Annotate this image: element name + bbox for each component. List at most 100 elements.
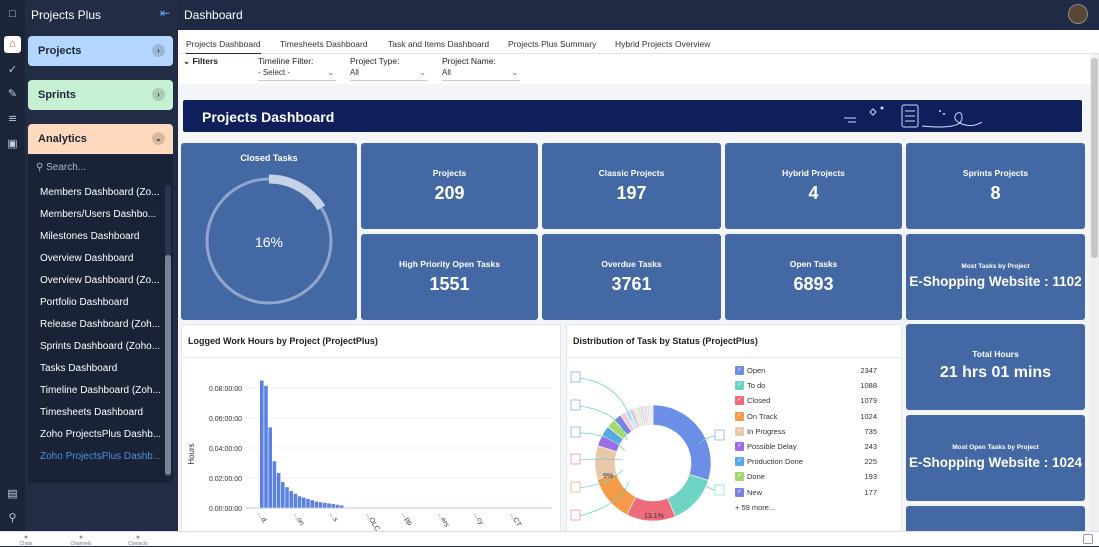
donut-slice[interactable]: [667, 474, 709, 517]
kpi-most-open-card[interactable]: Most Open Tasks by Project E-Shopping We…: [906, 415, 1085, 501]
timeline-filter-select[interactable]: - Select - ⌄: [258, 68, 336, 81]
legend-item[interactable]: ✓ Closed 1079: [735, 395, 885, 409]
bar[interactable]: [260, 380, 264, 508]
bar[interactable]: [268, 427, 272, 508]
legend-checkbox[interactable]: ✓: [735, 411, 744, 421]
sidebar-item-sprints[interactable]: Sprints ›: [28, 80, 173, 110]
bar[interactable]: [314, 501, 319, 509]
bar[interactable]: [272, 461, 277, 508]
main-scrollbar[interactable]: [1090, 54, 1099, 531]
chats-button[interactable]: ● Chats: [11, 534, 41, 547]
bar[interactable]: [306, 498, 310, 508]
kpi-projects-card[interactable]: Projects 209: [361, 143, 538, 229]
bar[interactable]: [310, 500, 314, 508]
list-item[interactable]: Timesheets Dashboard: [40, 407, 144, 418]
box-icon[interactable]: □: [9, 8, 16, 20]
legend-checkbox[interactable]: ✓: [735, 487, 744, 497]
zoom-icon[interactable]: ⚲: [8, 512, 17, 524]
bar[interactable]: [285, 487, 289, 508]
sidebar-item-projects[interactable]: Projects ›: [28, 36, 173, 66]
legend-item[interactable]: ✓ Possible Delay 243: [735, 441, 885, 455]
legend-item[interactable]: ✓ On Track 1024: [735, 411, 885, 425]
list-item[interactable]: Members/Users Dashbo...: [40, 209, 157, 220]
list-item[interactable]: Members Dashboard (Zo...: [40, 187, 160, 198]
sidebar-item-analytics[interactable]: Analytics ⌄: [28, 124, 173, 154]
list-item[interactable]: Milestones Dashboard: [40, 231, 140, 242]
bar[interactable]: [335, 504, 340, 508]
bar[interactable]: [318, 502, 323, 508]
donut-label-large: 13.1%: [644, 513, 664, 520]
bar[interactable]: [276, 472, 281, 508]
kpi-classic-projects-card[interactable]: Classic Projects 197: [542, 143, 721, 229]
donut-slice[interactable]: [652, 404, 712, 481]
donut-slice[interactable]: [651, 404, 654, 426]
bar[interactable]: [281, 482, 285, 508]
home-icon[interactable]: ⌂: [4, 36, 21, 53]
legend-checkbox[interactable]: ✓: [735, 472, 744, 482]
list-item[interactable]: Sprints Dashboard (Zoho...: [40, 341, 160, 352]
project-name-select[interactable]: All ⌄: [442, 68, 520, 81]
check-icon[interactable]: ✓: [7, 64, 18, 76]
dashboard-search-input[interactable]: ⚲ Search...: [28, 155, 173, 181]
tab-projects-dashboard[interactable]: Projects Dashboard: [186, 39, 261, 55]
bar[interactable]: [302, 497, 306, 508]
legend-item[interactable]: ✓ In Progress 735: [735, 426, 885, 440]
closed-tasks-card[interactable]: Closed Tasks 16%: [181, 143, 357, 320]
scrollbar-thumb[interactable]: [1091, 58, 1098, 258]
list-item[interactable]: Overview Dashboard (Zo...: [40, 275, 160, 286]
image-icon[interactable]: ▣: [7, 138, 18, 150]
legend-item[interactable]: ✓ New 177: [735, 487, 885, 501]
bar[interactable]: [297, 496, 302, 508]
kpi-overdue-tasks-card[interactable]: Overdue Tasks 3761: [542, 234, 721, 320]
legend-checkbox[interactable]: ✓: [735, 396, 744, 406]
list-item[interactable]: Portfolio Dashboard: [40, 297, 129, 308]
avatar[interactable]: [1068, 4, 1088, 24]
tab-hybrid-projects-overview[interactable]: Hybrid Projects Overview: [615, 39, 711, 49]
bar[interactable]: [293, 493, 298, 508]
legend-checkbox[interactable]: ✓: [735, 381, 744, 391]
channels-button[interactable]: ● Channels: [66, 534, 96, 547]
bar[interactable]: [327, 503, 331, 508]
collapse-sidebar-icon[interactable]: ⇤: [160, 6, 171, 20]
legend-more-link[interactable]: + 59 more...: [735, 503, 776, 512]
bar[interactable]: [331, 504, 335, 508]
list-item[interactable]: Timeline Dashboard (Zoh...: [40, 385, 160, 396]
project-type-select[interactable]: All ⌄: [350, 68, 428, 81]
legend-item[interactable]: ✓ To do 1088: [735, 380, 885, 394]
chevron-down-icon: ⌄: [183, 56, 191, 66]
kpi-sprints-projects-card[interactable]: Sprints Projects 8: [906, 143, 1085, 229]
kpi-open-tasks-card[interactable]: Open Tasks 6893: [725, 234, 902, 320]
tab-task-items-dashboard[interactable]: Task and Items Dashboard: [388, 39, 490, 49]
legend-item[interactable]: ✓ Done 193: [735, 471, 885, 485]
kpi-total-hours-card[interactable]: Total Hours 21 hrs 01 mins: [906, 324, 1085, 410]
tab-timesheets-dashboard[interactable]: Timesheets Dashboard: [280, 39, 368, 49]
list-item[interactable]: Release Dashboard (Zoh...: [40, 319, 160, 330]
legend-checkbox[interactable]: ✓: [735, 442, 744, 451]
chat-window-icon[interactable]: [1083, 534, 1093, 544]
bar[interactable]: [339, 505, 344, 508]
contacts-button[interactable]: ● Contacts: [123, 534, 153, 547]
list-item-active[interactable]: Zoho ProjectsPlus Dashb...: [40, 451, 160, 462]
sidebar-scrollbar[interactable]: [165, 185, 171, 477]
legend-checkbox[interactable]: ✓: [735, 457, 744, 467]
kpi-hybrid-projects-card[interactable]: Hybrid Projects 4: [725, 143, 902, 229]
report-icon[interactable]: ▤: [7, 488, 18, 500]
bar[interactable]: [289, 491, 293, 508]
kpi-high-priority-card[interactable]: High Priority Open Tasks 1551: [361, 234, 538, 320]
legend-item[interactable]: ✓ Open 2347: [735, 365, 885, 379]
chart-icon[interactable]: ≌: [7, 113, 18, 125]
kpi-card-partial[interactable]: [906, 506, 1085, 531]
bar[interactable]: [264, 385, 268, 508]
scrollbar-thumb[interactable]: [165, 255, 171, 475]
list-item[interactable]: Overview Dashboard: [40, 253, 134, 264]
legend-item[interactable]: ✓ Production Done 225: [735, 456, 885, 470]
list-item[interactable]: Tasks Dashboard: [40, 363, 118, 374]
legend-checkbox[interactable]: ✓: [735, 426, 744, 436]
kpi-most-tasks-card[interactable]: Most Tasks by Project E-Shopping Website…: [906, 234, 1085, 320]
bar[interactable]: [323, 502, 327, 508]
pencil-icon[interactable]: ✎: [7, 88, 18, 100]
list-item[interactable]: Zoho ProjectsPlus Dashb...: [40, 429, 160, 440]
filters-toggle[interactable]: ⌄ Filters: [183, 56, 219, 66]
tab-projects-plus-summary[interactable]: Projects Plus Summary: [508, 39, 597, 49]
legend-checkbox[interactable]: ✓: [735, 366, 744, 375]
